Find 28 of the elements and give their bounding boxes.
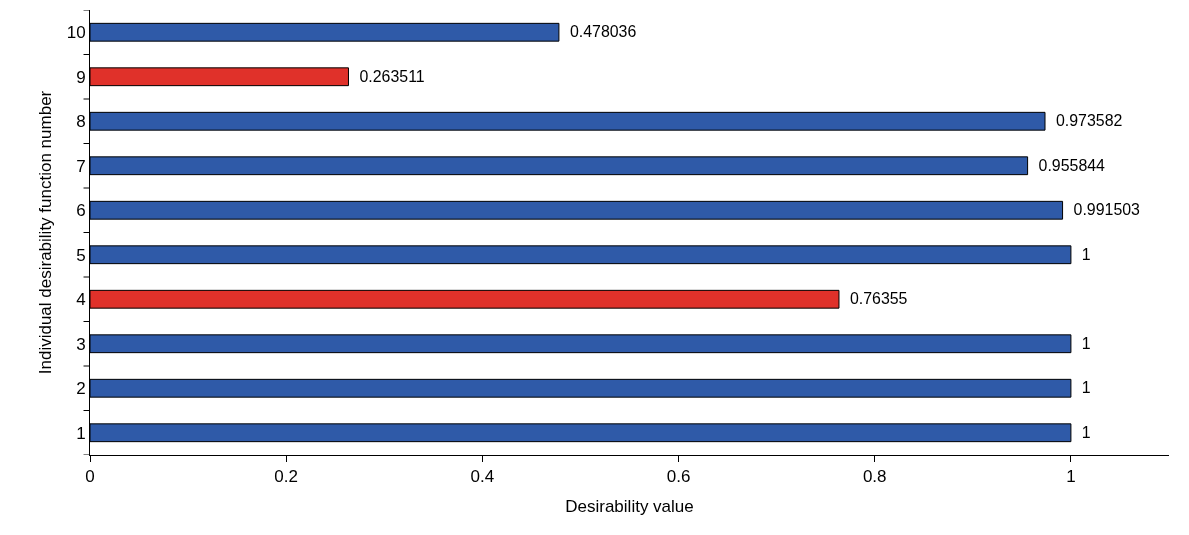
x-tick-label: 0.6 xyxy=(666,467,691,487)
y-tick-label: 7 xyxy=(76,156,86,176)
x-tick-label: 0 xyxy=(85,467,95,487)
data-label: 0.973582 xyxy=(1048,112,1123,130)
x-tick-label: 0.8 xyxy=(862,467,887,487)
y-tick-label: 2 xyxy=(76,379,86,399)
y-axis-title: Individual desirability function number xyxy=(36,90,56,375)
data-label: 1 xyxy=(1073,334,1091,352)
data-label: 0.955844 xyxy=(1030,156,1106,174)
y-tick-label: 3 xyxy=(76,334,86,354)
y-tick-label: 10 xyxy=(66,23,86,43)
y-tick-label: 8 xyxy=(76,112,86,132)
x-tick-label: 0.2 xyxy=(274,467,298,487)
data-label: 0.76355 xyxy=(842,290,908,308)
y-tick-label: 5 xyxy=(76,245,86,265)
y-tick-label: 4 xyxy=(76,290,86,310)
data-label: 1 xyxy=(1073,245,1091,263)
data-label: 0.263511 xyxy=(351,67,425,85)
x-tick-label: 1 xyxy=(1066,467,1076,487)
data-label: 0.478036 xyxy=(561,23,637,41)
x-axis-title: Desirability value xyxy=(565,496,694,516)
data-label: 1 xyxy=(1073,379,1091,397)
y-tick-label: 6 xyxy=(76,201,86,221)
x-tick-label: 0.4 xyxy=(470,467,495,487)
data-label: 0.991503 xyxy=(1065,201,1141,219)
y-tick-label: 9 xyxy=(76,67,86,87)
data-label: 1 xyxy=(1073,423,1091,441)
y-tick-label: 1 xyxy=(76,423,86,443)
